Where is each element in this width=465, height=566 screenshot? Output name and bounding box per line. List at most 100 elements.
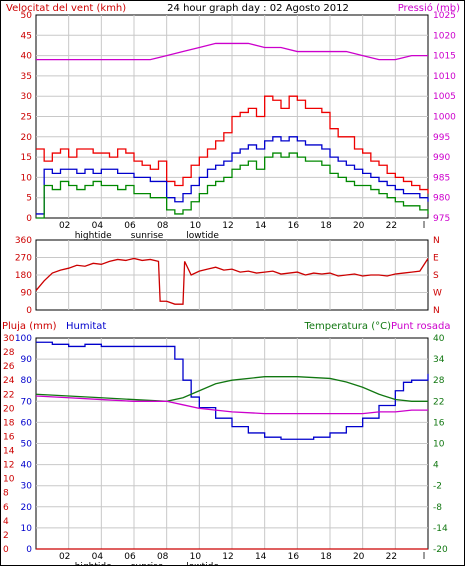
y-tick-label: 45 <box>21 31 32 41</box>
y-tick-label: 50 <box>21 440 33 450</box>
humidity-grid <box>36 338 428 549</box>
x-tick-label: 16 <box>288 552 300 562</box>
x-tick-label: 18 <box>320 221 332 231</box>
temperature-y-ticks: -20 -14 -8 -2 4 10 16 22 28 34 40 <box>433 334 448 555</box>
rain-tick-label: 24 <box>3 376 15 386</box>
minimum-series-line <box>36 152 429 219</box>
x-tick-label: 04 <box>92 221 104 231</box>
y-tick-label: 25 <box>21 113 32 123</box>
rain-axis-title: Pluja (mm) <box>2 321 57 332</box>
y-tick-label: 90 <box>21 355 33 365</box>
rain-tick-label: 2 <box>3 531 9 541</box>
x-tick-label: 04 <box>92 552 104 562</box>
x-tick-label: 02 <box>59 221 70 231</box>
y-tick-label: 20 <box>21 503 33 513</box>
y-tick-label-right: -2 <box>433 482 442 492</box>
chart-title: 24 hour graph day : 02 Agosto 2012 <box>167 3 349 14</box>
y-tick-label: 15 <box>21 153 32 163</box>
gust-series-line <box>36 95 429 194</box>
y-tick-label: 40 <box>21 461 33 471</box>
rain-tick-label: 26 <box>3 362 15 372</box>
x-tick-label: 08 <box>157 221 169 231</box>
y-tick-label: 0 <box>26 545 32 555</box>
direction-y-ticks: 0 90 180 270 360 <box>15 236 32 316</box>
y-tick-label-right: 22 <box>433 397 444 407</box>
y-tick-label-right: 1000 <box>433 113 456 123</box>
rain-tick-label: 20 <box>3 404 15 414</box>
y-tick-label-right: 1020 <box>433 31 456 41</box>
temperature-axis-title: Temperatura (°C) <box>303 321 391 332</box>
y-tick-label-right: 16 <box>433 418 445 428</box>
y-tick-label-right: -20 <box>433 545 448 555</box>
y-tick-label: 180 <box>15 271 32 281</box>
y-tick-label: 10 <box>21 173 33 183</box>
x-tick-label: 14 <box>255 552 267 562</box>
x-tick-label: 18 <box>320 552 332 562</box>
humidity-axis-title: Humitat <box>66 321 106 332</box>
y-tick-label-right: 34 <box>433 355 445 365</box>
event-label: hightide <box>75 562 112 566</box>
y-tick-label: 50 <box>21 11 33 21</box>
dewpoint-axis-title: Punt rosada <box>391 321 450 332</box>
y-tick-label-right: 990 <box>433 153 450 163</box>
y-tick-label: 30 <box>21 92 33 102</box>
y-tick-label-right: N <box>433 236 440 246</box>
y-tick-label: 360 <box>15 236 32 246</box>
y-tick-label: 60 <box>21 418 33 428</box>
y-tick-label-right: W <box>433 289 442 299</box>
wind-y-ticks: 0 5 10 15 20 25 30 35 40 45 50 <box>21 11 33 224</box>
humidity-events: hightide sunrise lowtide <box>75 562 220 566</box>
y-tick-label: 10 <box>21 524 33 534</box>
rain-tick-label: 6 <box>3 503 9 513</box>
rain-tick-label: 8 <box>3 489 9 499</box>
y-tick-label-right: 40 <box>433 334 445 344</box>
x-tick-label: 16 <box>288 221 300 231</box>
y-tick-label-right: N <box>433 306 440 316</box>
wind-events: hightide sunrise lowtide <box>75 231 220 241</box>
rain-tick-label: 18 <box>3 418 15 428</box>
wind-x-ticks: 02 04 06 08 10 12 14 16 18 20 22 l <box>59 221 425 231</box>
x-tick-label: 20 <box>353 221 365 231</box>
y-tick-label-right: -8 <box>433 503 442 513</box>
humidity-x-ticks: 02 04 06 08 10 12 14 16 18 20 22 l <box>59 552 425 562</box>
wind-axis-title: Velocitat del vent (kmh) <box>6 3 126 14</box>
x-tick-label: l <box>423 552 426 562</box>
y-tick-label: 40 <box>21 52 33 62</box>
y-tick-label: 20 <box>21 133 33 143</box>
y-tick-label: 80 <box>21 376 33 386</box>
y-tick-label: 270 <box>15 254 32 264</box>
y-tick-label-right: 4 <box>433 461 439 471</box>
direction-series <box>35 257 429 305</box>
event-label: sunrise <box>131 562 164 566</box>
rain-tick-label: 4 <box>3 517 9 527</box>
event-label: sunrise <box>131 231 164 241</box>
y-tick-label-right: 1025 <box>433 11 456 21</box>
x-tick-label: 06 <box>124 221 136 231</box>
humidity-series-line <box>36 341 429 440</box>
y-tick-label-right: 995 <box>433 133 450 143</box>
y-tick-label: 100 <box>15 334 32 344</box>
y-tick-label-right: S <box>433 271 439 281</box>
event-label: hightide <box>75 231 112 241</box>
rain-tick-label: 14 <box>3 447 15 457</box>
rain-tick-label: 10 <box>3 475 15 485</box>
y-tick-label: 35 <box>21 72 32 82</box>
y-tick-label-right: 1015 <box>433 52 456 62</box>
humidity-y-ticks: 0 10 20 30 40 50 60 70 80 90 100 <box>15 334 32 555</box>
direction-grid <box>36 240 428 310</box>
direction-series-line <box>35 257 429 305</box>
x-tick-label: 12 <box>222 221 233 231</box>
x-tick-label: 22 <box>386 552 397 562</box>
event-label: lowtide <box>186 231 219 241</box>
average-series-line <box>36 136 429 215</box>
event-label: lowtide <box>186 562 219 566</box>
y-tick-label-right: 980 <box>433 194 450 204</box>
y-tick-label: 70 <box>21 397 33 407</box>
x-tick-label: l <box>423 221 426 231</box>
rain-tick-label: 16 <box>3 432 15 442</box>
y-tick-label-right: 985 <box>433 173 450 183</box>
